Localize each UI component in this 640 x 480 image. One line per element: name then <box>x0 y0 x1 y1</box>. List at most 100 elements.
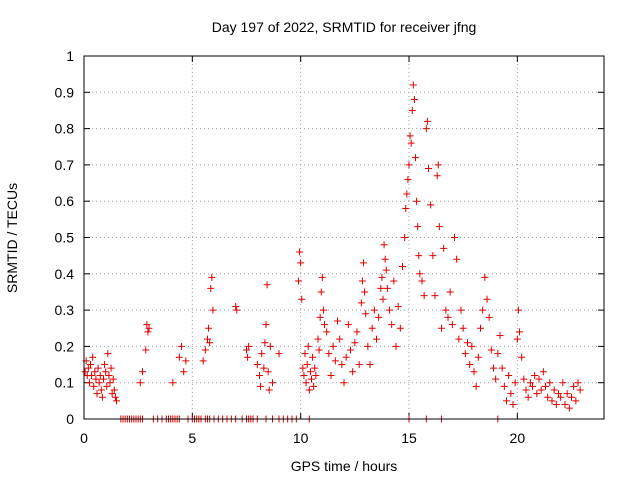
data-point <box>233 306 241 314</box>
data-point <box>468 342 476 350</box>
y-tick-label: 0.7 <box>55 157 75 173</box>
data-point <box>178 342 185 350</box>
data-point <box>269 379 276 387</box>
data-point <box>308 375 315 383</box>
data-point <box>336 335 344 343</box>
data-point <box>524 393 532 401</box>
data-point <box>509 400 517 408</box>
data-point <box>570 382 578 390</box>
data-point <box>299 364 307 372</box>
data-point <box>207 284 215 292</box>
data-point <box>382 266 390 274</box>
data-point <box>349 368 357 376</box>
data-point <box>505 371 513 379</box>
data-point <box>487 346 495 354</box>
data-point <box>305 386 313 394</box>
data-point <box>257 382 265 390</box>
data-point <box>511 379 519 387</box>
data-point <box>451 234 458 241</box>
data-point <box>331 357 339 365</box>
data-point <box>301 350 309 358</box>
data-point <box>388 321 396 329</box>
data-point <box>415 252 423 260</box>
data-point <box>263 281 271 289</box>
data-point <box>548 397 556 405</box>
x-tick-label: 0 <box>80 430 88 446</box>
data-point <box>182 357 190 365</box>
data-point <box>266 342 274 350</box>
data-point <box>542 382 549 390</box>
data-point <box>563 390 571 398</box>
data-point <box>309 353 317 361</box>
y-tick-label: 0.4 <box>55 266 75 282</box>
data-point <box>368 324 376 332</box>
data-point <box>477 324 484 332</box>
data-point <box>503 397 510 405</box>
data-point <box>377 284 385 292</box>
data-point <box>410 96 418 104</box>
data-point <box>529 382 536 390</box>
data-point <box>243 346 250 354</box>
data-point <box>483 295 491 303</box>
data-point <box>344 321 352 329</box>
data-point <box>435 223 443 231</box>
data-point <box>357 299 365 307</box>
data-point <box>205 324 213 332</box>
data-point <box>144 328 152 336</box>
data-point <box>455 335 463 343</box>
data-point <box>296 248 304 256</box>
data-point <box>539 368 547 376</box>
data-point <box>572 397 580 405</box>
data-point <box>105 371 113 379</box>
data-point <box>361 288 369 296</box>
data-point <box>434 161 442 169</box>
data-point <box>406 132 414 140</box>
data-point <box>559 379 567 387</box>
data-point <box>444 313 452 321</box>
data-point <box>302 379 310 387</box>
data-point <box>244 353 252 361</box>
data-point <box>446 288 454 296</box>
data-point <box>81 368 89 376</box>
data-point <box>413 197 421 205</box>
data-point <box>555 390 562 398</box>
data-point <box>472 382 480 390</box>
data-point <box>264 368 272 376</box>
data-point <box>535 375 543 383</box>
data-point <box>300 371 308 379</box>
data-point <box>261 339 269 347</box>
data-point <box>496 332 504 340</box>
data-point <box>470 368 478 376</box>
data-point <box>409 81 417 89</box>
data-point <box>494 350 502 358</box>
data-point <box>355 361 363 369</box>
data-point <box>97 386 105 394</box>
data-point <box>334 317 341 325</box>
data-point <box>143 321 151 329</box>
data-point <box>568 393 575 401</box>
data-point <box>453 255 461 263</box>
data-point <box>433 172 441 180</box>
data-point <box>204 335 211 343</box>
data-point <box>108 390 116 398</box>
data-point <box>245 342 253 350</box>
data-point <box>552 400 560 408</box>
data-point <box>429 252 437 260</box>
data-point <box>139 368 146 376</box>
data-point <box>310 382 318 390</box>
data-point <box>95 379 103 387</box>
data-point <box>561 400 569 408</box>
data-point <box>358 277 366 285</box>
data-point <box>209 306 217 314</box>
data-point <box>546 379 554 387</box>
data-point <box>312 371 320 379</box>
data-point <box>479 306 487 314</box>
data-point <box>258 350 266 358</box>
data-point <box>526 379 534 387</box>
data-point <box>414 223 422 231</box>
data-point <box>340 379 348 387</box>
data-point <box>520 375 528 383</box>
data-point <box>208 273 216 281</box>
data-point <box>103 382 111 390</box>
